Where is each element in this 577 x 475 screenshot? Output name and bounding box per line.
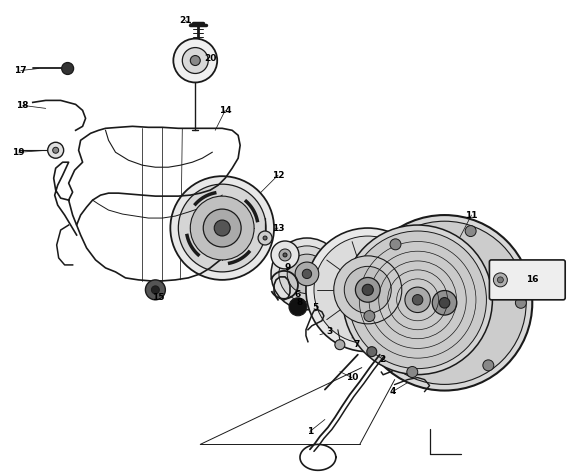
Circle shape [335, 340, 345, 350]
Circle shape [349, 231, 486, 369]
Text: 14: 14 [219, 106, 231, 115]
Text: 4: 4 [389, 387, 396, 396]
Circle shape [178, 184, 266, 272]
Text: 11: 11 [465, 210, 478, 219]
Circle shape [302, 269, 312, 278]
Circle shape [214, 220, 230, 236]
Text: 18: 18 [17, 101, 29, 110]
Circle shape [399, 257, 490, 349]
FancyBboxPatch shape [489, 260, 565, 300]
Circle shape [439, 297, 450, 308]
Circle shape [314, 236, 422, 343]
Text: 7: 7 [354, 340, 360, 349]
Text: 15: 15 [152, 294, 164, 302]
Circle shape [497, 277, 503, 283]
Circle shape [145, 280, 166, 300]
Circle shape [362, 284, 373, 295]
Circle shape [295, 262, 319, 286]
Circle shape [203, 209, 241, 247]
Text: 5: 5 [312, 304, 318, 312]
Circle shape [432, 291, 457, 315]
Circle shape [48, 142, 63, 158]
Circle shape [258, 231, 272, 245]
Circle shape [414, 272, 475, 333]
Text: 17: 17 [14, 66, 27, 75]
Circle shape [405, 287, 430, 313]
Circle shape [271, 238, 343, 310]
Circle shape [263, 236, 267, 240]
Circle shape [283, 253, 287, 257]
Circle shape [355, 277, 380, 302]
Circle shape [363, 221, 526, 384]
Circle shape [190, 196, 254, 260]
Text: 16: 16 [526, 276, 538, 285]
Text: 13: 13 [272, 224, 284, 233]
Text: 12: 12 [272, 171, 284, 180]
Text: 2: 2 [380, 355, 386, 364]
Circle shape [62, 63, 74, 75]
Circle shape [279, 246, 335, 302]
Text: 1: 1 [307, 427, 313, 436]
Circle shape [407, 367, 418, 378]
Circle shape [364, 311, 375, 322]
Circle shape [413, 294, 423, 305]
Circle shape [287, 254, 327, 294]
Text: 3: 3 [327, 327, 333, 336]
Text: 9: 9 [285, 264, 291, 272]
Circle shape [279, 249, 291, 261]
Circle shape [390, 239, 401, 250]
Text: 8: 8 [297, 298, 303, 307]
Text: 19: 19 [13, 148, 25, 157]
Circle shape [190, 56, 200, 66]
Circle shape [344, 266, 391, 314]
Circle shape [483, 360, 494, 371]
Circle shape [182, 48, 208, 74]
Circle shape [306, 228, 430, 352]
Circle shape [334, 256, 402, 324]
Circle shape [151, 286, 159, 294]
Circle shape [53, 147, 59, 153]
Circle shape [271, 241, 299, 269]
Circle shape [515, 297, 526, 308]
Circle shape [170, 176, 274, 280]
Circle shape [367, 347, 377, 357]
Text: 20: 20 [204, 54, 216, 63]
Circle shape [289, 298, 307, 316]
Circle shape [343, 225, 492, 375]
Text: 6: 6 [295, 290, 301, 299]
Circle shape [357, 215, 533, 390]
Text: 21: 21 [179, 16, 192, 25]
Circle shape [173, 38, 217, 83]
Text: 10: 10 [346, 373, 358, 382]
Circle shape [493, 273, 507, 287]
Circle shape [465, 226, 476, 237]
